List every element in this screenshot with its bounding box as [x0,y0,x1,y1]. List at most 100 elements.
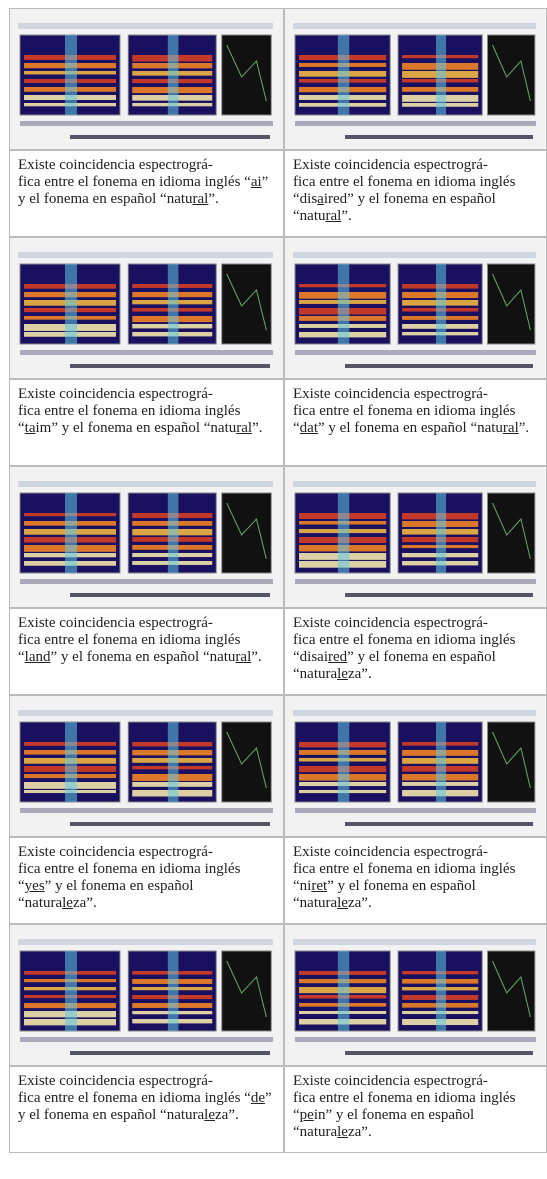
caption-text: Existe coincidencia espectrográ- fica en… [18,157,251,190]
underlined-text: le [337,895,348,911]
caption-text: ”. [208,191,219,207]
highlight [337,722,350,802]
caption-text: ” y el fonema en español “natura [293,649,496,682]
highlight [65,35,77,115]
underlined-text: ai [250,174,262,190]
underlined-text: de [250,1090,265,1106]
underlined-text: ta [24,420,36,436]
underlined-text: land [24,649,51,665]
spectrogram [10,238,283,378]
image-cell [284,8,547,150]
toolbar [293,481,536,487]
image-cell [284,466,547,608]
toolbar [18,481,273,487]
footer-bar [70,593,270,597]
trace [226,731,267,789]
underlined-text: le [204,1107,215,1123]
caption-cell: Existe coincidencia espectrográ- fica en… [9,837,284,924]
toolbar [293,710,536,716]
highlight [435,35,447,115]
caption-text: za”. [72,895,97,911]
footer-bar [70,1051,270,1055]
panel [221,263,272,345]
image-cell [9,695,284,837]
panel [221,721,272,803]
highlight [167,35,179,115]
spectrogram [10,925,283,1065]
image-cell [9,8,284,150]
caption-cell: Existe coincidencia espectrográ- fica en… [284,1066,547,1153]
caption-text: ired” y el fonema en español “natu [293,191,496,224]
caption-text: Existe coincidencia espectrográ- fica en… [293,157,516,207]
caption-text: Existe coincidencia espectrográ- fica en… [293,844,516,894]
underlined-text: dat [299,420,318,436]
underlined-text: ret [311,878,328,894]
trace [492,731,531,789]
status-bar [295,808,536,813]
panel [221,34,272,116]
underlined-text: ral [325,208,342,224]
panel [487,492,536,574]
underlined-text: ral [502,420,519,436]
footer-bar [70,364,270,368]
highlight [167,951,179,1031]
underlined-text: le [337,666,348,682]
highlight [435,264,447,344]
highlight [435,493,447,573]
highlight [337,264,350,344]
underlined-text: red [328,649,348,665]
footer-bar [70,822,270,826]
underlined-text: a [317,191,324,207]
underlined-text: le [337,1124,348,1140]
footer-bar [345,1051,533,1055]
footer-bar [345,135,533,139]
panel [487,263,536,345]
status-bar [20,350,273,355]
caption-text: Existe coincidencia espectrográ- fica en… [18,615,241,665]
status-bar [295,1037,536,1042]
panel [487,950,536,1032]
caption-cell: Existe coincidencia espectrográ- fica en… [9,1066,284,1153]
trace [226,273,267,331]
caption-text: Existe coincidencia espectrográ- fica en… [18,386,241,436]
highlight [65,264,77,344]
caption-text: ”. [518,420,530,436]
caption-text: za”. [347,895,372,911]
underlined-text: ral [235,649,252,665]
highlight [167,264,179,344]
status-bar [295,121,536,126]
highlight [167,493,179,573]
image-cell [9,466,284,608]
caption-text: Existe coincidencia espectrográ- fica en… [293,386,516,436]
footer-bar [345,593,533,597]
toolbar [293,252,536,258]
caption-cell: Existe coincidencia espectrográ- fica en… [9,379,284,466]
caption-cell: Existe coincidencia espectrográ- fica en… [9,608,284,695]
toolbar [18,939,273,945]
highlight [167,722,179,802]
caption-text: ” y el fonema en español “natu [18,174,269,207]
underlined-text: le [62,895,73,911]
highlight [435,722,447,802]
highlight [337,493,350,573]
underlined-text: pe [299,1107,314,1123]
spectrogram [285,9,546,149]
spectrogram [285,467,546,607]
toolbar [18,710,273,716]
caption-text: ” y el fonema en español “natu [318,420,503,436]
caption-cell: Existe coincidencia espectrográ- fica en… [9,150,284,237]
spectrogram [285,238,546,378]
image-cell [284,237,547,379]
image-cell [284,695,547,837]
trace [226,44,267,102]
spectrogram [10,9,283,149]
highlight [337,951,350,1031]
underlined-text: ral [192,191,209,207]
status-bar [20,808,273,813]
spectrogram [10,467,283,607]
caption-cell: Existe coincidencia espectrográ- fica en… [284,150,547,237]
caption-cell: Existe coincidencia espectrográ- fica en… [284,608,547,695]
status-bar [20,1037,273,1042]
caption-text: ” y el fonema en español “natura [18,878,194,911]
caption-text: za”. [215,1107,239,1123]
